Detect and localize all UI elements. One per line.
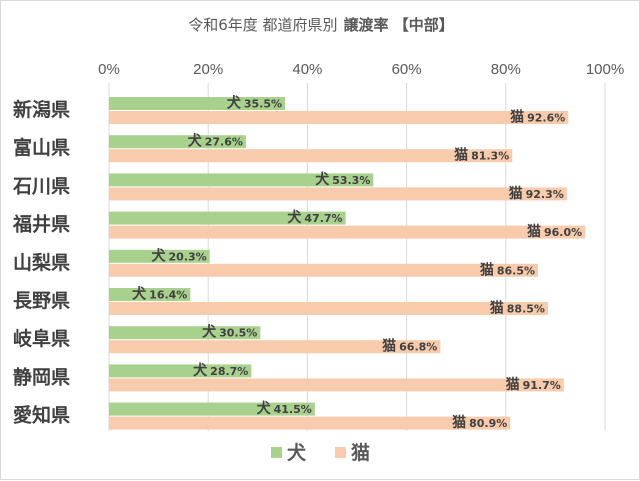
- bar-cat: [109, 111, 569, 124]
- bar-dog: [109, 135, 246, 149]
- x-tick-label: 60%: [392, 61, 422, 78]
- x-tick-label: 40%: [292, 61, 322, 78]
- data-label: 猫 80.9%: [452, 414, 507, 431]
- data-label: 猫 92.3%: [509, 185, 564, 202]
- x-tick-label: 20%: [193, 61, 223, 78]
- category-label: 愛知県: [13, 404, 70, 427]
- data-label: 犬 53.3%: [315, 171, 370, 188]
- x-tick-label: 80%: [491, 61, 521, 78]
- bar-dog: [109, 97, 286, 110]
- chart-title-emphasis: 譲渡率 【中部】: [344, 16, 454, 34]
- legend-label-dog: 犬: [287, 441, 307, 464]
- legend-swatch-cat: [335, 447, 346, 458]
- category-label: 富山県: [13, 136, 70, 159]
- chart-title-lead: 令和6年度 都道府県別: [188, 16, 337, 34]
- bar-dog: [109, 173, 374, 187]
- bar-cat: [109, 378, 564, 392]
- data-label: 犬 35.5%: [227, 95, 282, 112]
- data-label: 犬 28.7%: [193, 362, 248, 379]
- bar-dog: [109, 211, 346, 225]
- data-label: 犬 47.7%: [287, 209, 342, 226]
- data-label: 猫 81.3%: [454, 147, 509, 164]
- legend-label-cat: 猫: [351, 441, 370, 464]
- category-label: 静岡県: [13, 365, 70, 388]
- data-label: 猫 86.5%: [480, 261, 535, 278]
- category-label: 石川県: [12, 175, 70, 197]
- data-label: 犬 30.5%: [202, 324, 257, 341]
- legend: 犬猫: [271, 441, 370, 464]
- bar-cat: [109, 263, 539, 277]
- bar-dog: [109, 326, 261, 340]
- bar-dog: [109, 288, 191, 301]
- bar-dog: [109, 364, 252, 378]
- data-label: 犬 20.3%: [152, 247, 207, 264]
- data-label: 猫 92.6%: [510, 109, 565, 126]
- legend-swatch-dog: [271, 447, 282, 458]
- category-label: 山梨県: [13, 251, 70, 274]
- x-tick-label: 0%: [98, 61, 120, 78]
- data-labels: 犬 35.5% 猫 92.6% 犬 27.6% 猫 81.3% 犬 53.3% 猫 92.3% 犬 47.…: [132, 95, 582, 432]
- bar-cat: [109, 416, 511, 430]
- bar-dog: [109, 249, 210, 263]
- data-label: 猫 96.0%: [527, 223, 582, 240]
- bar-cat: [109, 302, 548, 315]
- data-label: 猫 88.5%: [490, 300, 545, 317]
- category-label: 岐阜県: [13, 327, 70, 350]
- data-label: 猫 66.8%: [382, 338, 437, 355]
- data-label: 犬 16.4%: [132, 286, 187, 303]
- x-axis-ticks: 0% 20% 40% 60% 80% 100%: [98, 61, 624, 78]
- bar-cat: [109, 340, 441, 354]
- category-label: 新潟県: [13, 98, 70, 121]
- category-label: 長野県: [13, 290, 70, 312]
- x-tick-label: 100%: [586, 61, 624, 78]
- bar-cat: [109, 225, 586, 239]
- bar-cat: [109, 149, 513, 163]
- category-label: 福井県: [12, 213, 70, 236]
- data-label: 猫 91.7%: [506, 376, 561, 393]
- bars: [109, 97, 586, 430]
- data-label: 犬 41.5%: [257, 400, 312, 417]
- data-label: 犬 27.6%: [188, 133, 243, 150]
- bar-cat: [109, 187, 567, 201]
- bar-dog: [109, 402, 315, 416]
- chart-title: 令和6年度 都道府県別 譲渡率 【中部】: [188, 16, 454, 34]
